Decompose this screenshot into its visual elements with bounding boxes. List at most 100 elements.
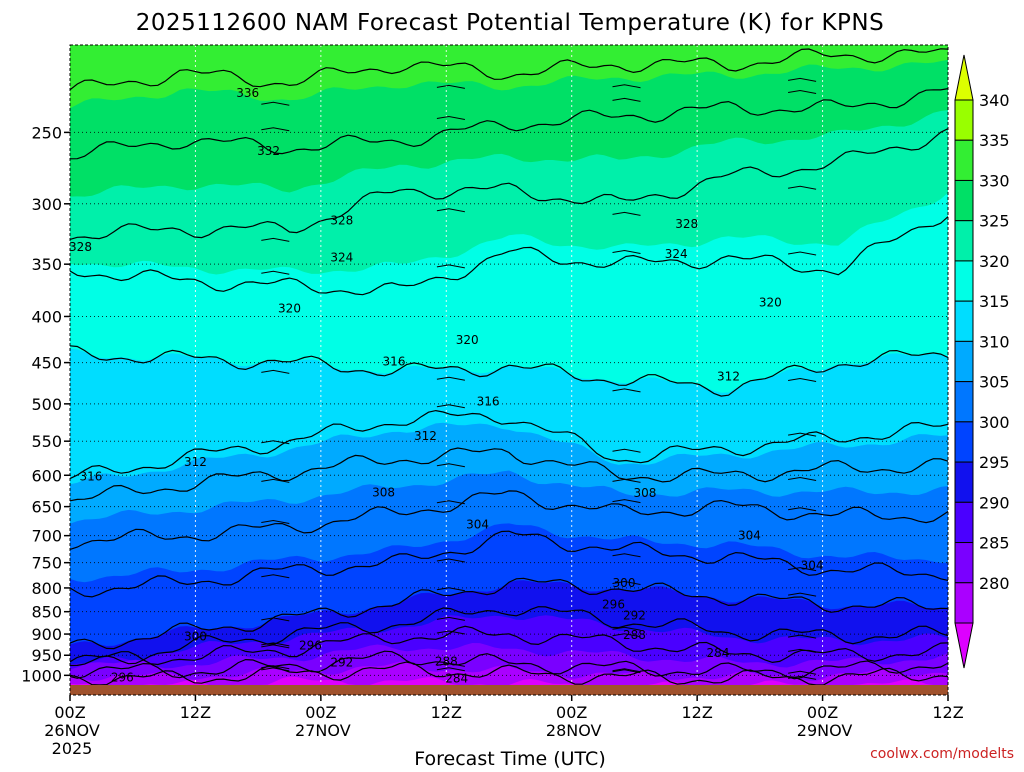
- contour-label: 328: [675, 217, 698, 231]
- y-axis: 250 300 350 400 450 500 550 600 650 700 750 800 850 9…: [21, 123, 70, 685]
- isentrope-line: [788, 567, 817, 572]
- isentrope-line: [436, 667, 465, 672]
- colorbar-swatch: [954, 260, 974, 302]
- colorbar-label: 285: [979, 534, 1010, 553]
- colorbar-swatch: [954, 179, 974, 222]
- isentrope-line: [261, 667, 290, 672]
- isentrope-line: [612, 478, 641, 483]
- isentrope-line: [261, 665, 290, 670]
- contour-label: 308: [372, 486, 395, 500]
- contour-label: 320: [759, 296, 782, 310]
- colorbar-swatch: [954, 501, 974, 544]
- y-tick-label: 1000: [21, 666, 62, 685]
- credit-text: coolwx.com/modelts: [870, 746, 1014, 762]
- isentrope-line: [436, 208, 465, 213]
- y-tick-label: 750: [31, 554, 62, 573]
- isentrope-line: [436, 558, 465, 563]
- isentrope-line: [788, 89, 817, 94]
- isentrope-line: [69, 447, 949, 502]
- isentrope-line: [612, 626, 641, 631]
- colorbar-swatch: [954, 139, 974, 181]
- plot-area: 336 332 328 328 328 324 324 320 320 320 316 316 316 3…: [69, 44, 949, 696]
- isentrope-line: [436, 376, 465, 381]
- contour-label: 324: [665, 247, 688, 261]
- x-tick-label: 12Z: [932, 703, 963, 722]
- contour-label: 320: [456, 333, 479, 347]
- colorbar-swatch: [954, 220, 974, 262]
- colorbar-label: 315: [979, 292, 1010, 311]
- colorbar-label: 290: [979, 493, 1010, 512]
- x-date-label: 28NOV: [546, 721, 602, 740]
- isentrope-line: [612, 448, 641, 453]
- colorbar-label: 325: [979, 212, 1010, 231]
- isentrope-line: [436, 115, 465, 120]
- x-date-label: 27NOV: [295, 721, 351, 740]
- x-date-label: 26NOV: [44, 721, 100, 740]
- isentrope-line: [69, 216, 949, 296]
- x-tick-label: 12Z: [180, 703, 211, 722]
- y-tick-label: 450: [31, 354, 62, 373]
- x-tick-label: 12Z: [431, 703, 462, 722]
- isentrope-line: [261, 440, 290, 445]
- contour-labels: 336 332 328 328 328 324 324 320 320 320 316 316 316 3…: [69, 86, 824, 686]
- contour-label: 324: [330, 250, 353, 264]
- isentrope-line: [69, 128, 949, 240]
- isentropes: [69, 48, 949, 686]
- isentrope-line: [612, 669, 641, 674]
- colorbar-swatch: [954, 99, 974, 141]
- isentrope-line: [788, 476, 817, 481]
- isentrope-line: [788, 670, 817, 675]
- contour-label: 328: [330, 213, 353, 227]
- isentrope-line: [612, 388, 641, 393]
- isentrope-line: [261, 642, 290, 647]
- x-tick-label: 00Z: [807, 703, 838, 722]
- isentrope-line: [69, 577, 949, 650]
- colorbar-label: 305: [979, 373, 1010, 392]
- isentrope-line: [612, 499, 641, 504]
- colorbar-swatch: [954, 421, 974, 463]
- isentrope-line: [612, 580, 641, 585]
- contour-label: 312: [414, 429, 437, 443]
- isentrope-line: [788, 634, 817, 639]
- isentrope-line: [436, 500, 465, 505]
- isentrope-line: [788, 432, 817, 437]
- x-tick-label: 00Z: [556, 703, 587, 722]
- isentrope-line: [69, 345, 949, 397]
- y-tick-label: 850: [31, 603, 62, 622]
- colorbar: 340 335 330 325 320 315 310 305 300 295 290 285 280: [954, 54, 1010, 669]
- contour-label: 288: [435, 654, 458, 668]
- isentrope-line: [69, 530, 949, 598]
- isentrope-line: [261, 127, 290, 132]
- isentrope-line: [436, 616, 465, 621]
- y-tick-label: 900: [31, 625, 62, 644]
- contour-label: 304: [801, 558, 824, 572]
- colorbar-label: 335: [979, 131, 1010, 150]
- colorbar-label: 280: [979, 574, 1010, 593]
- contour-label: 284: [707, 646, 730, 660]
- isentrope-line: [69, 661, 949, 686]
- x-date-label: 29NOV: [797, 721, 853, 740]
- colorbar-label: 330: [979, 171, 1010, 190]
- colorbar-swatch: [954, 340, 974, 383]
- contour-label: 300: [613, 576, 636, 590]
- isentrope-line: [612, 553, 641, 558]
- colorbar-label: 340: [979, 91, 1010, 110]
- grid: [70, 45, 948, 685]
- isentrope-line: [436, 84, 465, 89]
- y-tick-label: 400: [31, 307, 62, 326]
- isentrope-line: [261, 617, 290, 622]
- colorbar-swatch: [954, 300, 974, 342]
- contour-label: 304: [466, 517, 489, 531]
- y-tick-label: 350: [31, 255, 62, 274]
- isentrope-line: [788, 185, 817, 190]
- isentrope-line: [261, 369, 290, 374]
- isentrope-line: [788, 592, 817, 597]
- isentrope-line: [261, 478, 290, 483]
- isentrope-line: [436, 662, 465, 667]
- colorbar-label: 295: [979, 453, 1010, 472]
- contour-label: 316: [477, 395, 500, 409]
- isentrope-line: [436, 463, 465, 468]
- chart-title: 2025112600 NAM Forecast Potential Temper…: [136, 10, 884, 36]
